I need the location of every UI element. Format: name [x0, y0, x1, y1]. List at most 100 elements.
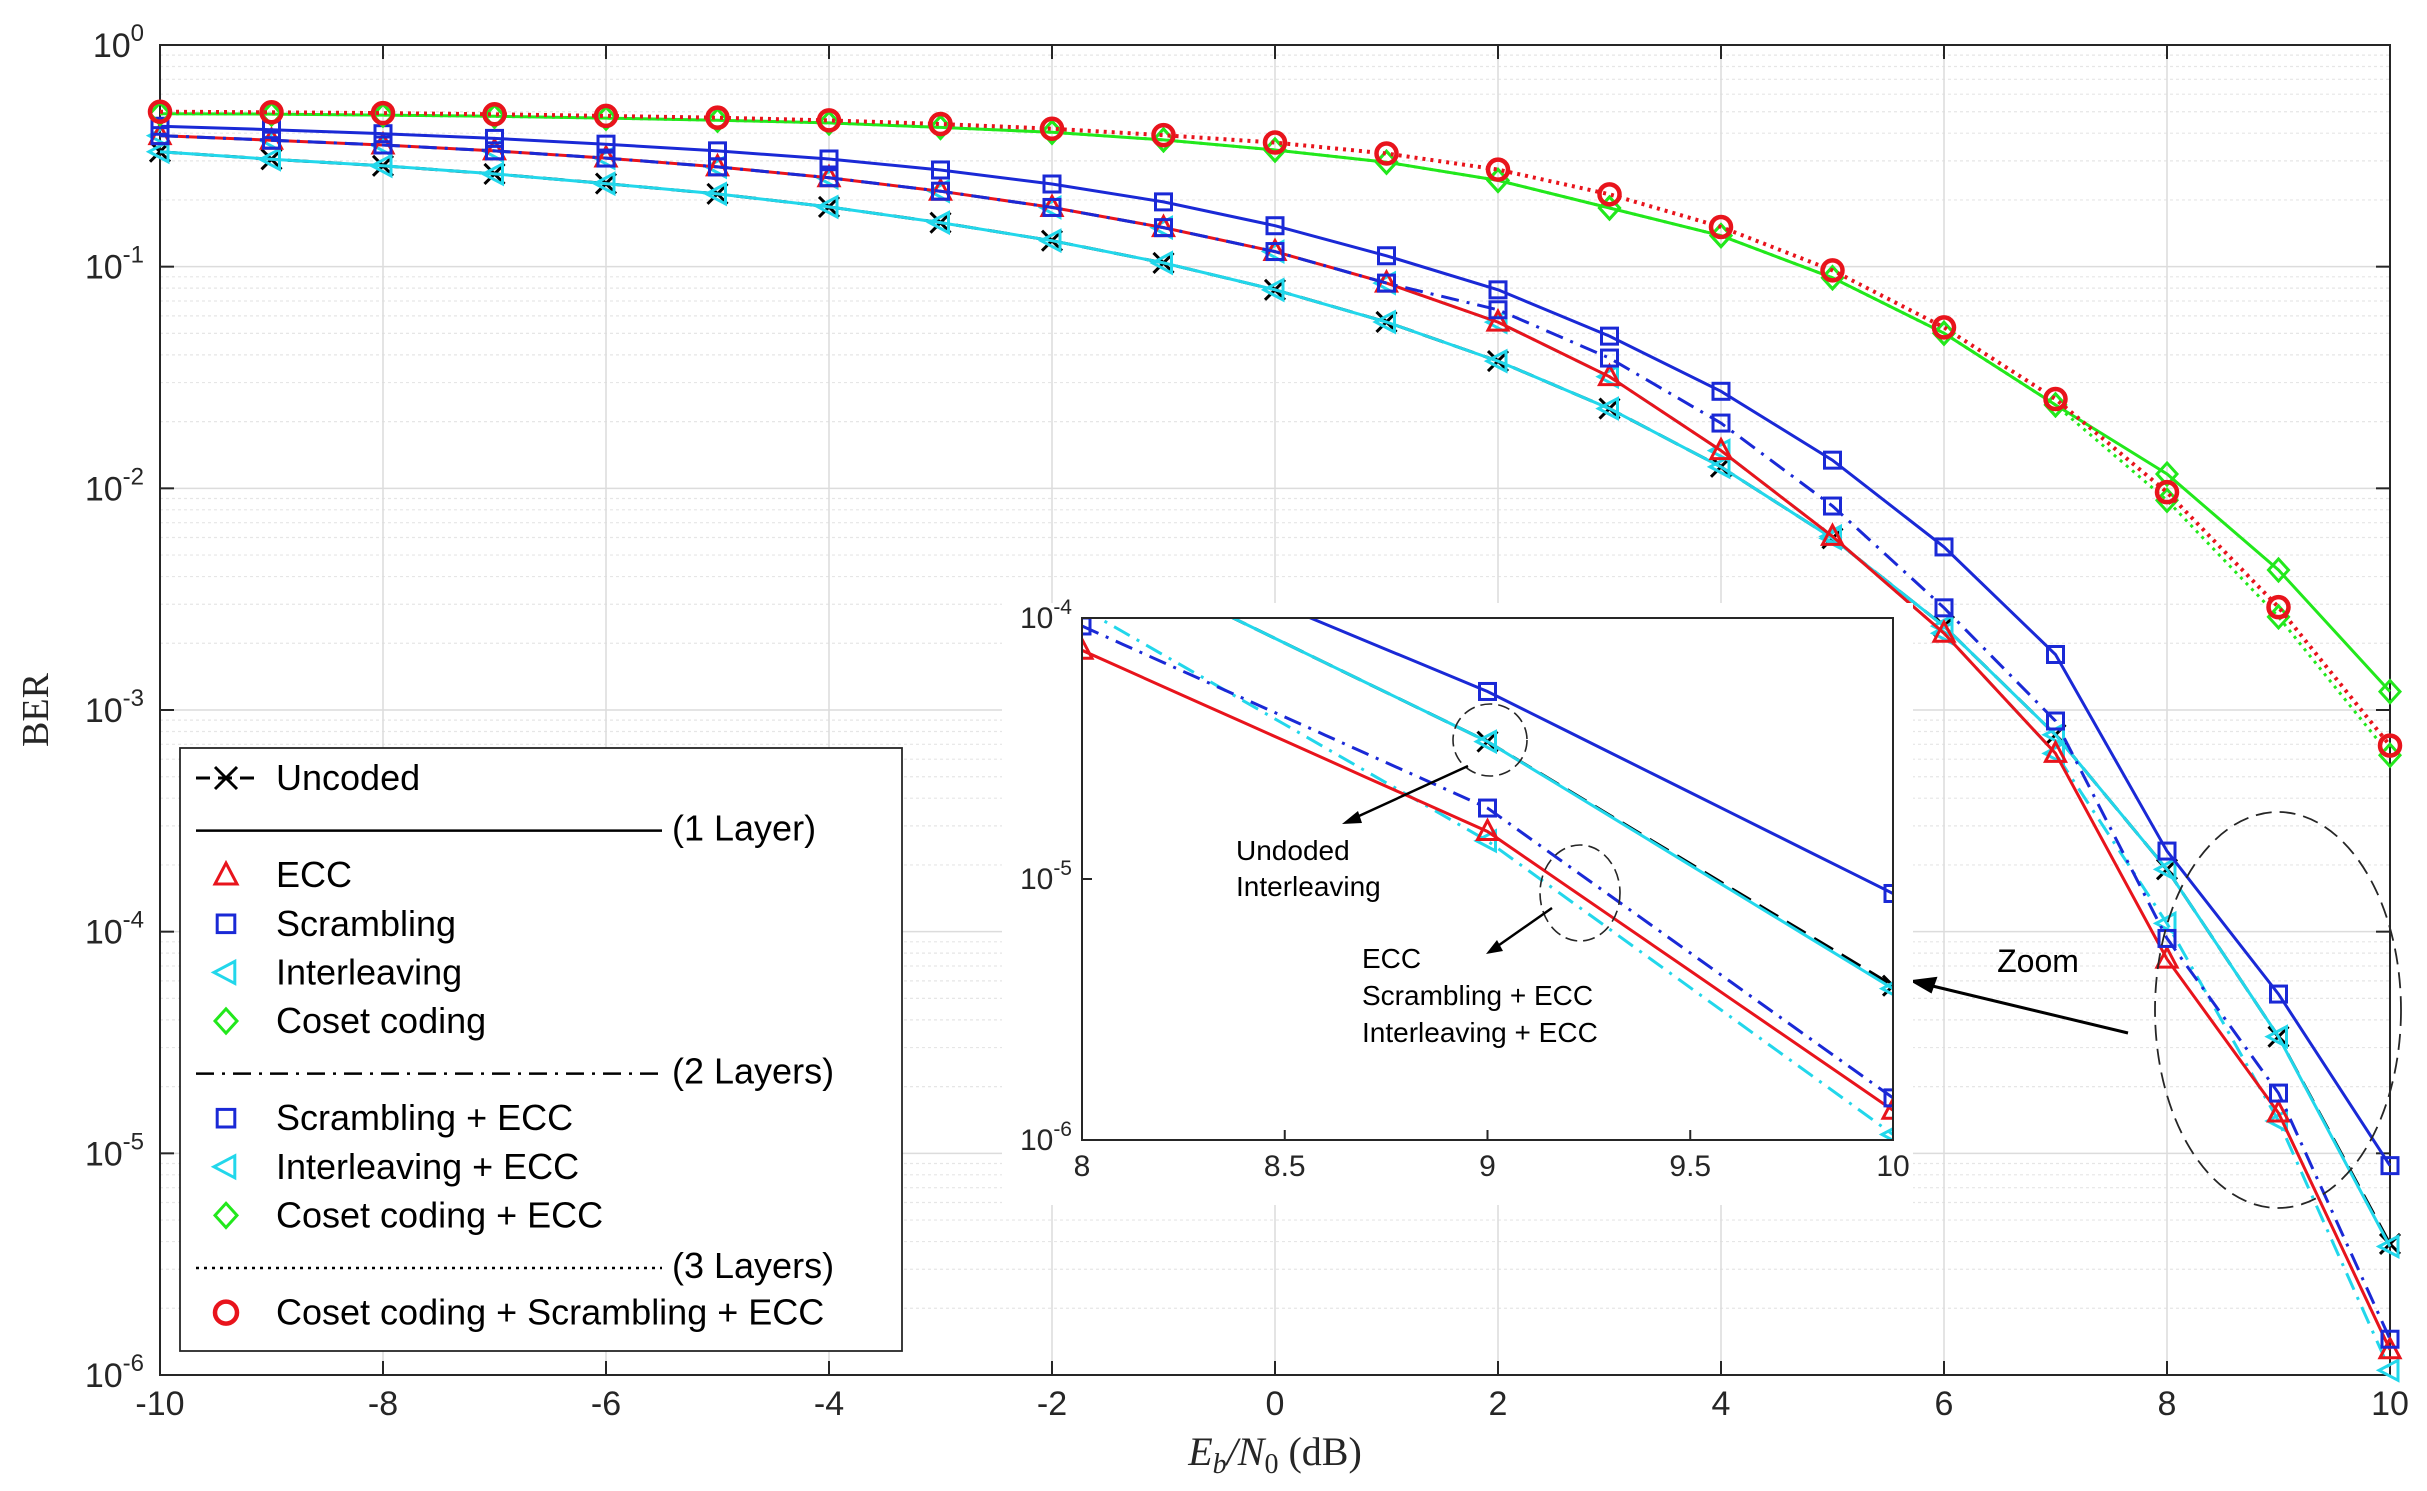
x-label-unit: (dB): [1278, 1429, 1361, 1474]
inset-y-tick-exponent: -4: [1053, 596, 1072, 619]
data-point-ecc: [1708, 436, 1734, 461]
inset-x-tick-label: 9: [1479, 1150, 1496, 1183]
inset-point-ecc: [1880, 1096, 1893, 1120]
data-point-interleaving: [2152, 856, 2177, 882]
x-tick-label: 4: [1712, 1385, 1731, 1423]
data-point-interleaving: [368, 153, 393, 179]
y-tick-exponent: -4: [123, 907, 144, 934]
y-tick-base: 10: [85, 692, 123, 730]
data-point-interleaving: [257, 146, 281, 172]
data-point-scr_ecc: [1042, 197, 1062, 217]
inset-line-scr_ecc: [1082, 624, 1893, 1100]
data-point-coset_scr_ecc: [928, 111, 953, 137]
data-point-scrambling: [150, 116, 170, 136]
data-point-ecc: [2043, 739, 2068, 763]
legend-label-scr_ecc: Scrambling + ECC: [276, 1097, 573, 1138]
data-point-scr_ecc: [2269, 1083, 2288, 1103]
y-tick-exponent: 0: [131, 20, 144, 47]
data-point-scrambling: [1600, 326, 1619, 346]
data-point-ecc: [1597, 362, 1622, 387]
data-point-int_ecc: [2375, 1357, 2400, 1383]
data-point-interleaving: [2264, 1024, 2288, 1050]
data-point-scr_ecc: [819, 168, 839, 188]
data-point-coset_scr_ecc: [1262, 130, 1288, 155]
inset-line-ecc: [1082, 648, 1893, 1112]
data-point-coset_ecc: [705, 106, 730, 134]
inset-point-scr_ecc: [1478, 798, 1497, 818]
inset-arrow-1: [1347, 764, 1469, 823]
inset-arrow-2: [1491, 906, 1553, 952]
data-point-interleaving: [2375, 1233, 2400, 1259]
data-point-interleaving: [703, 181, 727, 207]
data-point-interleaving: [814, 194, 839, 220]
inset-circle-ecc: [1539, 844, 1621, 942]
data-point-scrambling: [2269, 984, 2288, 1004]
zoom-label: Zoom: [1997, 943, 2079, 979]
data-point-coset_scr_ecc: [1151, 122, 1176, 148]
inset-annotation-uncoded: Undoded: [1236, 835, 1350, 866]
y-tick-exponent: -2: [123, 463, 144, 490]
y-tick-exponent: -6: [123, 1350, 144, 1377]
inset-point-interleaving: [1878, 981, 1893, 997]
data-point-scrambling: [819, 149, 839, 169]
data-point-scr_ecc: [1934, 598, 1954, 618]
data-point-scrambling: [1377, 246, 1396, 266]
data-point-coset_scr_ecc: [259, 100, 284, 125]
inset-annotation-ecc: ECC: [1362, 943, 1421, 974]
inset-y-tick-label: 10-5: [1020, 857, 1072, 896]
legend-marker-scrambling: [215, 913, 237, 935]
legend-header: (3 Layers): [672, 1245, 834, 1286]
data-point-coset: [2154, 460, 2180, 488]
data-point-scr_ecc: [1265, 242, 1285, 262]
data-point-scrambling: [1934, 537, 1954, 557]
inset-line-int_ecc: [1096, 618, 1893, 1136]
data-point-coset_ecc: [482, 103, 507, 130]
y-tick-base: 10: [85, 249, 123, 287]
inset-y-tick-label: 10-6: [1020, 1118, 1072, 1157]
x-tick-label: 0: [1266, 1385, 1285, 1423]
inset-y-tick-base: 10: [1020, 1124, 1053, 1157]
data-point-scrambling: [1042, 174, 1062, 194]
data-point-scrambling: [931, 160, 950, 180]
y-tick-label: 10-5: [85, 1128, 144, 1173]
data-point-scrambling: [596, 134, 616, 154]
y-tick-label: 10-2: [85, 463, 144, 508]
data-point-coset_ecc: [147, 100, 173, 127]
legend-marker-coset_scr_ecc: [212, 1299, 240, 1326]
y-tick-label: 10-1: [85, 242, 144, 287]
x-ticks: -10 -8 -6 -4 -2 0 2 4 6 8 10: [135, 45, 2409, 1423]
data-point-interleaving: [145, 139, 170, 165]
zoom-arrow: [1919, 981, 2129, 1035]
data-point-scr_ecc: [1711, 413, 1731, 433]
legend-header: (2 Layers): [672, 1051, 834, 1092]
data-point-scr_ecc: [1154, 218, 1173, 238]
inset-x-tick-label: 8.5: [1264, 1150, 1306, 1183]
y-tick-base: 10: [85, 914, 123, 952]
data-point-coset_scr_ecc: [370, 100, 396, 126]
data-point-scrambling: [2157, 841, 2177, 861]
legend-label-scrambling: Scrambling: [276, 903, 456, 944]
inset-x-tick-label: 10: [1876, 1150, 1909, 1183]
legend-label-coset_scr_ecc: Coset coding + Scrambling + ECC: [276, 1292, 824, 1333]
data-point-scr_ecc: [1377, 273, 1396, 293]
inset-chart: 8 8.5 9 9.5 1010-410-510-6UndodedInterleavin…: [1002, 596, 1913, 1205]
legend-label-coset_ecc: Coset coding + ECC: [276, 1194, 603, 1235]
legend-marker-scr_ecc: [215, 1107, 237, 1129]
data-point-interleaving: [1372, 309, 1396, 335]
inset-series-scr_ecc: [1082, 618, 1893, 1108]
data-point-coset_scr_ecc: [816, 108, 842, 133]
x-label-slash: /N: [1225, 1429, 1267, 1474]
legend-marker-coset: [212, 1006, 240, 1036]
inset-series-group: [1082, 618, 1893, 1140]
y-axis-label: BER: [15, 672, 57, 747]
x-label-sub1: b: [1213, 1449, 1227, 1480]
data-point-scrambling: [1265, 216, 1285, 236]
legend: Uncoded (1 Layer) ECC Scrambling Interleavin…: [179, 747, 903, 1352]
inset-point-ecc: [1082, 636, 1095, 660]
inset-plot-area: [1082, 618, 1893, 1140]
series-line-scrambling: [159, 124, 2392, 1167]
data-point-scr_ecc: [1488, 300, 1508, 320]
data-point-coset_scr_ecc: [2377, 733, 2403, 758]
y-tick-exponent: -5: [123, 1128, 144, 1155]
